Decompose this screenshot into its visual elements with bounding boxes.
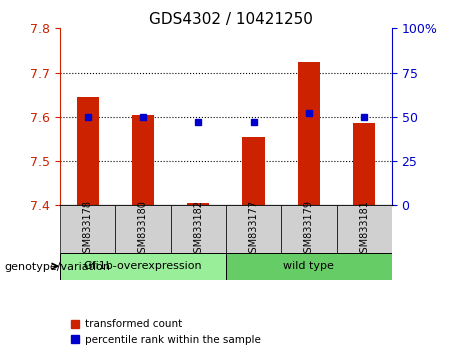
Text: GSM833179: GSM833179 [304,200,314,259]
Text: wild type: wild type [284,261,334,272]
Bar [132,115,154,205]
Text: Gfi1b-overexpression: Gfi1b-overexpression [83,261,202,272]
FancyBboxPatch shape [60,253,226,280]
FancyBboxPatch shape [226,205,281,253]
FancyBboxPatch shape [337,205,392,253]
Text: GSM833177: GSM833177 [248,200,259,259]
Bar [298,62,320,205]
Text: GSM833181: GSM833181 [359,200,369,259]
Text: GSM833182: GSM833182 [193,200,203,259]
Bar [353,124,375,205]
Legend: transformed count, percentile rank within the sample: transformed count, percentile rank withi… [65,315,265,349]
FancyBboxPatch shape [171,205,226,253]
Bar [77,97,99,205]
Text: GSM833178: GSM833178 [83,200,93,259]
FancyBboxPatch shape [115,205,171,253]
Text: GDS4302 / 10421250: GDS4302 / 10421250 [148,12,313,27]
Text: GSM833180: GSM833180 [138,200,148,259]
Text: genotype/variation: genotype/variation [5,262,111,272]
Bar [187,203,209,205]
Bar [242,137,265,205]
FancyBboxPatch shape [226,253,392,280]
FancyBboxPatch shape [281,205,337,253]
FancyBboxPatch shape [60,205,115,253]
